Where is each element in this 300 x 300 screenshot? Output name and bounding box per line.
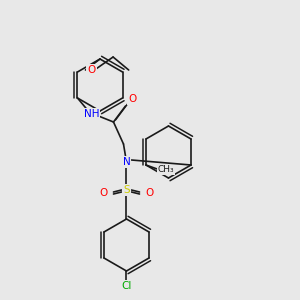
Text: O: O xyxy=(128,94,136,104)
Text: O: O xyxy=(99,188,108,198)
Text: CH₃: CH₃ xyxy=(158,166,174,175)
Text: N: N xyxy=(123,157,130,167)
Text: O: O xyxy=(87,65,96,75)
Text: S: S xyxy=(123,185,130,195)
Text: Cl: Cl xyxy=(121,281,132,291)
Text: NH: NH xyxy=(84,109,99,119)
Text: O: O xyxy=(146,188,154,198)
